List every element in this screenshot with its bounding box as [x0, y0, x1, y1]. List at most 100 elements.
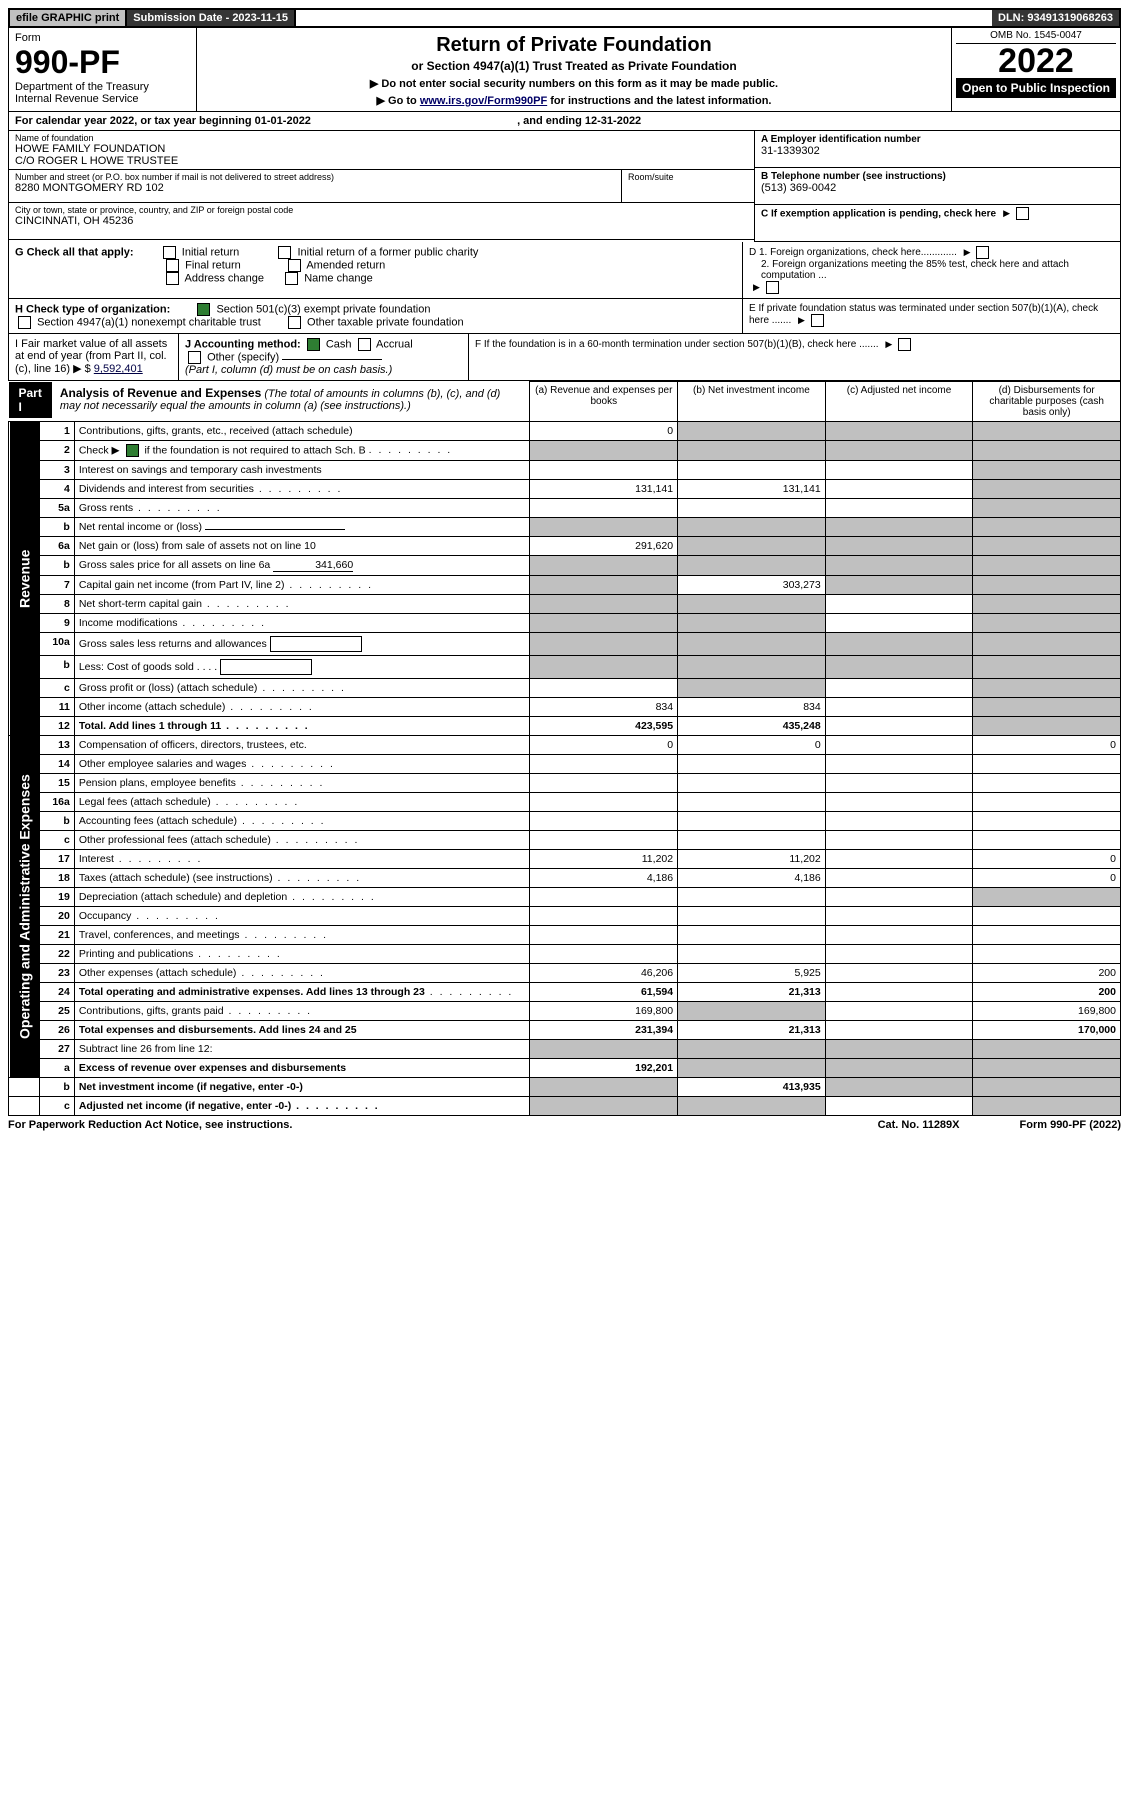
form-subtitle3: ▶ Go to www.irs.gov/Form990PF for instru…	[203, 94, 945, 107]
line-num: 21	[39, 926, 74, 945]
room-label: Room/suite	[628, 172, 748, 182]
line-num: b	[39, 556, 74, 576]
line-j: J Accounting method: Cash Accrual Other …	[179, 334, 469, 381]
line-25-d: 169,800	[973, 1002, 1121, 1021]
h-label: H Check type of organization:	[15, 303, 170, 315]
efile-print-button[interactable]: efile GRAPHIC print	[10, 10, 127, 26]
line-i-label: I Fair market value of all assets at end…	[15, 338, 167, 375]
line-16b-desc: Accounting fees (attach schedule)	[74, 812, 530, 831]
line-25-a: 169,800	[530, 1002, 678, 1021]
exemption-label: C If exemption application is pending, c…	[761, 208, 996, 219]
line-14-desc: Other employee salaries and wages	[74, 755, 530, 774]
line-1-a: 0	[530, 422, 678, 441]
501c3-checkbox[interactable]	[197, 303, 210, 316]
line-num: 27	[39, 1040, 74, 1059]
form-title-block: Return of Private Foundation or Section …	[197, 28, 952, 111]
d1-checkbox[interactable]	[976, 246, 989, 259]
j-cash: Cash	[326, 338, 352, 350]
cal-end: 12-31-2022	[585, 115, 641, 127]
line-6b-desc: Gross sales price for all assets on line…	[74, 556, 530, 576]
schb-checkbox[interactable]	[126, 444, 139, 457]
line-27-desc: Subtract line 26 from line 12:	[74, 1040, 530, 1059]
city-state-zip: CINCINNATI, OH 45236	[15, 215, 133, 227]
line-11-desc: Other income (attach schedule)	[74, 698, 530, 717]
check-d: D 1. Foreign organizations, check here..…	[743, 242, 1120, 298]
line-9-desc: Income modifications	[74, 614, 530, 633]
final-return-checkbox[interactable]	[166, 259, 179, 272]
check-f: F If the foundation is in a 60-month ter…	[469, 334, 1120, 381]
city-cell: City or town, state or province, country…	[9, 203, 754, 240]
arrow-icon	[960, 247, 971, 258]
form-subtitle2: ▶ Do not enter social security numbers o…	[203, 77, 945, 90]
page-footer: For Paperwork Reduction Act Notice, see …	[8, 1116, 1121, 1131]
grey-cell	[678, 422, 826, 441]
line-6a-desc: Net gain or (loss) from sale of assets n…	[74, 537, 530, 556]
line-23-b: 5,925	[678, 964, 826, 983]
line-17-a: 11,202	[530, 850, 678, 869]
line-num: 2	[39, 441, 74, 461]
line-16c-desc: Other professional fees (attach schedule…	[74, 831, 530, 850]
cat-number: Cat. No. 11289X	[878, 1119, 960, 1131]
check-g: G Check all that apply: Initial return I…	[9, 242, 743, 298]
phone-value: (513) 369-0042	[761, 182, 836, 194]
line-11-b: 834	[678, 698, 826, 717]
line-num: 3	[39, 461, 74, 480]
line-num: 18	[39, 869, 74, 888]
initial-former-checkbox[interactable]	[278, 246, 291, 259]
e-checkbox[interactable]	[811, 314, 824, 327]
form-label: Form	[15, 32, 190, 44]
line-12-b: 435,248	[678, 717, 826, 736]
g-label: G Check all that apply:	[15, 246, 134, 258]
line-26-a: 231,394	[530, 1021, 678, 1040]
line-15-desc: Pension plans, employee benefits	[74, 774, 530, 793]
amended-return-checkbox[interactable]	[288, 259, 301, 272]
line-27c-desc: Adjusted net income (if negative, enter …	[74, 1097, 530, 1116]
line-num: 25	[39, 1002, 74, 1021]
line-24-a: 61,594	[530, 983, 678, 1002]
form-id-block: Form 990-PF Department of the Treasury I…	[9, 28, 197, 111]
part1-table: Part I Analysis of Revenue and Expenses …	[8, 381, 1121, 1116]
exemption-checkbox[interactable]	[1016, 207, 1029, 220]
line-8-desc: Net short-term capital gain	[74, 595, 530, 614]
g-opt5: Amended return	[306, 259, 385, 271]
expenses-side-label: Operating and Administrative Expenses	[9, 736, 40, 1078]
col-c-header: (c) Adjusted net income	[825, 382, 973, 422]
other-taxable-checkbox[interactable]	[288, 316, 301, 329]
g-opt1: Initial return	[182, 246, 239, 258]
j-other: Other (specify)	[207, 351, 279, 363]
other-method-checkbox[interactable]	[188, 351, 201, 364]
line-23-d: 200	[973, 964, 1121, 983]
paperwork-notice: For Paperwork Reduction Act Notice, see …	[8, 1119, 292, 1131]
accrual-checkbox[interactable]	[358, 338, 371, 351]
line-num: 12	[39, 717, 74, 736]
section-h-e: H Check type of organization: Section 50…	[8, 299, 1121, 334]
street-address: 8280 MONTGOMERY RD 102	[15, 182, 164, 194]
line-4-desc: Dividends and interest from securities	[74, 480, 530, 499]
j-note: (Part I, column (d) must be on cash basi…	[185, 364, 392, 376]
4947-checkbox[interactable]	[18, 316, 31, 329]
line-23-desc: Other expenses (attach schedule)	[74, 964, 530, 983]
col-a-header: (a) Revenue and expenses per books	[530, 382, 678, 422]
d2-checkbox[interactable]	[766, 281, 779, 294]
f-checkbox[interactable]	[898, 338, 911, 351]
line-num: c	[39, 831, 74, 850]
grey-cell	[825, 422, 973, 441]
line-num: c	[39, 679, 74, 698]
line-27a-a: 192,201	[530, 1059, 678, 1078]
name-change-checkbox[interactable]	[285, 272, 298, 285]
initial-return-checkbox[interactable]	[163, 246, 176, 259]
cash-checkbox[interactable]	[307, 338, 320, 351]
section-i-j-f: I Fair market value of all assets at end…	[8, 334, 1121, 381]
address-change-checkbox[interactable]	[166, 272, 179, 285]
part1-title-text: Analysis of Revenue and Expenses	[60, 386, 261, 400]
year-block: OMB No. 1545-0047 2022 Open to Public In…	[952, 28, 1120, 111]
line-26-d: 170,000	[973, 1021, 1121, 1040]
fmv-value[interactable]: 9,592,401	[94, 363, 143, 375]
calendar-year-row: For calendar year 2022, or tax year begi…	[8, 112, 1121, 131]
line-num: 15	[39, 774, 74, 793]
h-opt1: Section 501(c)(3) exempt private foundat…	[216, 303, 430, 315]
addr-label: Number and street (or P.O. box number if…	[15, 172, 615, 182]
line-num: 16a	[39, 793, 74, 812]
irs-link[interactable]: www.irs.gov/Form990PF	[420, 95, 547, 107]
r2-post: if the foundation is not required to att…	[144, 444, 365, 456]
